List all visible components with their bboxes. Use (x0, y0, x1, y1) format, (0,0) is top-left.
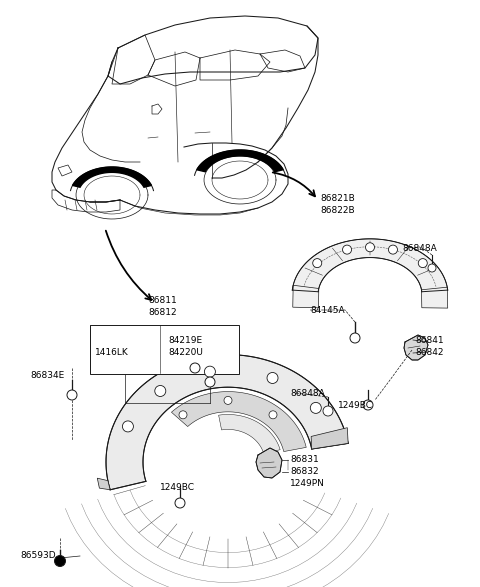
Polygon shape (404, 335, 428, 360)
Polygon shape (106, 355, 348, 490)
Polygon shape (72, 167, 152, 187)
Text: 86842: 86842 (415, 348, 444, 356)
Circle shape (343, 245, 351, 254)
Circle shape (179, 411, 187, 419)
Polygon shape (293, 285, 319, 308)
Circle shape (363, 400, 373, 410)
Text: 86834E: 86834E (30, 370, 64, 380)
Text: 1249PN: 1249PN (290, 480, 325, 488)
Text: 86848A: 86848A (290, 389, 325, 397)
Polygon shape (171, 392, 306, 451)
Polygon shape (97, 478, 110, 490)
Circle shape (310, 403, 321, 413)
Text: 1249BC: 1249BC (338, 400, 373, 410)
Circle shape (365, 243, 374, 252)
Circle shape (418, 259, 427, 268)
Circle shape (350, 333, 360, 343)
Circle shape (55, 555, 65, 566)
Circle shape (205, 377, 215, 387)
Circle shape (204, 366, 216, 377)
Circle shape (67, 390, 77, 400)
Circle shape (122, 421, 133, 432)
Text: 84145A: 84145A (310, 305, 345, 315)
Text: 84220U: 84220U (168, 348, 203, 356)
Polygon shape (421, 287, 448, 308)
Text: 86831: 86831 (290, 456, 319, 464)
Circle shape (312, 259, 322, 268)
Text: 84219E: 84219E (168, 336, 202, 345)
Circle shape (190, 363, 200, 373)
Polygon shape (311, 428, 348, 449)
Text: 86821B: 86821B (320, 194, 355, 203)
Polygon shape (218, 414, 280, 454)
Circle shape (224, 396, 232, 404)
Circle shape (323, 406, 333, 416)
Polygon shape (292, 239, 448, 292)
Circle shape (267, 373, 278, 383)
Text: 86822B: 86822B (320, 205, 355, 214)
Text: 86593D: 86593D (20, 551, 56, 559)
Circle shape (269, 411, 277, 419)
Text: 86811: 86811 (148, 295, 177, 305)
Circle shape (388, 245, 397, 254)
Text: 86812: 86812 (148, 308, 177, 316)
FancyBboxPatch shape (89, 325, 239, 373)
Text: 86841: 86841 (415, 336, 444, 345)
Circle shape (155, 386, 166, 396)
Circle shape (175, 498, 185, 508)
Circle shape (428, 264, 436, 272)
Text: 86848A: 86848A (402, 244, 437, 252)
Text: 1249BC: 1249BC (160, 484, 195, 492)
Text: 1416LK: 1416LK (95, 348, 129, 356)
Text: 86832: 86832 (290, 467, 319, 477)
Polygon shape (197, 150, 283, 172)
Polygon shape (256, 448, 282, 478)
